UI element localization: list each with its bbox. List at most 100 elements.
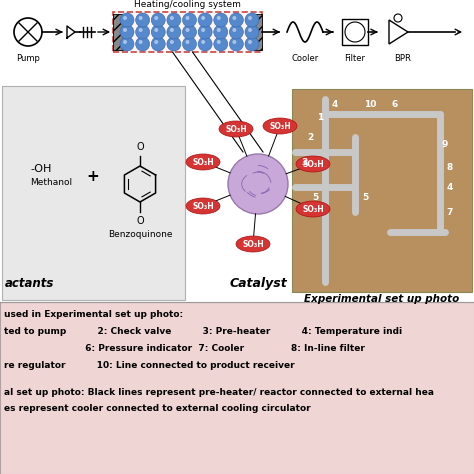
Text: O: O bbox=[136, 216, 144, 226]
Circle shape bbox=[198, 13, 212, 27]
FancyBboxPatch shape bbox=[113, 12, 262, 52]
Bar bbox=[252, 14, 262, 50]
Text: al set up photo: Black lines represent pre-heater/ reactor connected to external: al set up photo: Black lines represent p… bbox=[4, 388, 434, 397]
Circle shape bbox=[138, 16, 143, 20]
Text: SO₃H: SO₃H bbox=[242, 239, 264, 248]
Text: es represent cooler connected to external cooling circulator: es represent cooler connected to externa… bbox=[4, 404, 310, 413]
Circle shape bbox=[120, 37, 134, 51]
Circle shape bbox=[394, 14, 402, 22]
Circle shape bbox=[170, 28, 174, 32]
Text: SO₃H: SO₃H bbox=[269, 121, 291, 130]
Ellipse shape bbox=[186, 198, 220, 214]
Ellipse shape bbox=[296, 156, 330, 172]
Circle shape bbox=[167, 25, 181, 39]
Text: actants: actants bbox=[5, 277, 55, 290]
Text: used in Experimental set up photo:: used in Experimental set up photo: bbox=[4, 310, 183, 319]
Circle shape bbox=[232, 40, 237, 44]
Circle shape bbox=[217, 40, 221, 44]
Circle shape bbox=[167, 37, 181, 51]
Bar bbox=[292, 89, 472, 292]
Bar bbox=[0, 302, 474, 474]
Text: +: + bbox=[87, 168, 100, 183]
Circle shape bbox=[229, 25, 243, 39]
Circle shape bbox=[248, 16, 252, 20]
Circle shape bbox=[170, 40, 174, 44]
Circle shape bbox=[245, 25, 259, 39]
Circle shape bbox=[214, 25, 228, 39]
Text: 4: 4 bbox=[332, 100, 338, 109]
Circle shape bbox=[185, 40, 190, 44]
Text: 6: Pressure indicator  7: Cooler               8: In-line filter: 6: Pressure indicator 7: Cooler 8: In-li… bbox=[4, 344, 365, 353]
Text: re regulator          10: Line connected to product receiver: re regulator 10: Line connected to produ… bbox=[4, 361, 295, 370]
Circle shape bbox=[185, 16, 190, 20]
Circle shape bbox=[136, 13, 150, 27]
Bar bbox=[2, 86, 185, 300]
Text: SO₃H: SO₃H bbox=[225, 125, 247, 134]
Circle shape bbox=[201, 40, 205, 44]
Circle shape bbox=[198, 37, 212, 51]
Text: BPR: BPR bbox=[394, 54, 411, 63]
Text: ted to pump          2: Check valve          3: Pre-heater          4: Temperatu: ted to pump 2: Check valve 3: Pre-heater… bbox=[4, 327, 402, 336]
Circle shape bbox=[248, 28, 252, 32]
Circle shape bbox=[170, 16, 174, 20]
Circle shape bbox=[123, 28, 127, 32]
Circle shape bbox=[123, 16, 127, 20]
Text: Cooler: Cooler bbox=[292, 54, 319, 63]
Circle shape bbox=[229, 37, 243, 51]
Circle shape bbox=[248, 40, 252, 44]
Circle shape bbox=[201, 28, 205, 32]
Text: Catalyst: Catalyst bbox=[229, 277, 287, 290]
Text: SO₃H: SO₃H bbox=[192, 201, 214, 210]
Circle shape bbox=[154, 28, 158, 32]
Text: Benzoquinone: Benzoquinone bbox=[108, 230, 172, 239]
Ellipse shape bbox=[186, 154, 220, 170]
Circle shape bbox=[123, 40, 127, 44]
Circle shape bbox=[217, 16, 221, 20]
Circle shape bbox=[151, 37, 165, 51]
Circle shape bbox=[214, 37, 228, 51]
Ellipse shape bbox=[219, 121, 253, 137]
Circle shape bbox=[182, 25, 197, 39]
Circle shape bbox=[138, 28, 143, 32]
Circle shape bbox=[120, 25, 134, 39]
Circle shape bbox=[151, 25, 165, 39]
Bar bbox=[0, 84, 474, 302]
Ellipse shape bbox=[263, 118, 297, 134]
Text: 6: 6 bbox=[392, 100, 398, 109]
Circle shape bbox=[136, 37, 150, 51]
Circle shape bbox=[185, 28, 190, 32]
Bar bbox=[342, 19, 368, 45]
Circle shape bbox=[232, 28, 237, 32]
Text: SO₃H: SO₃H bbox=[302, 204, 324, 213]
Text: 1: 1 bbox=[317, 112, 323, 121]
Text: 5: 5 bbox=[362, 192, 368, 201]
Ellipse shape bbox=[236, 236, 270, 252]
Text: 8: 8 bbox=[447, 163, 453, 172]
Circle shape bbox=[217, 28, 221, 32]
Text: 2: 2 bbox=[307, 133, 313, 142]
Text: -OH: -OH bbox=[30, 164, 51, 174]
Text: 7: 7 bbox=[447, 208, 453, 217]
Circle shape bbox=[232, 16, 237, 20]
Circle shape bbox=[228, 154, 288, 214]
Circle shape bbox=[201, 16, 205, 20]
Circle shape bbox=[245, 37, 259, 51]
Text: 5: 5 bbox=[312, 192, 318, 201]
Text: SO₃H: SO₃H bbox=[192, 157, 214, 166]
Circle shape bbox=[182, 37, 197, 51]
Text: Experimental set up photo: Experimental set up photo bbox=[304, 294, 460, 304]
Text: O: O bbox=[136, 142, 144, 152]
Text: 4: 4 bbox=[447, 182, 453, 191]
Circle shape bbox=[229, 13, 243, 27]
Circle shape bbox=[182, 13, 197, 27]
Text: Filter: Filter bbox=[345, 54, 365, 63]
Bar bbox=[0, 0, 474, 84]
Circle shape bbox=[138, 40, 143, 44]
Text: Heating/cooling system: Heating/cooling system bbox=[134, 0, 241, 9]
Ellipse shape bbox=[296, 201, 330, 217]
Circle shape bbox=[198, 25, 212, 39]
Circle shape bbox=[154, 16, 158, 20]
Circle shape bbox=[167, 13, 181, 27]
Text: Methanol: Methanol bbox=[30, 177, 72, 186]
Text: 9: 9 bbox=[442, 139, 448, 148]
